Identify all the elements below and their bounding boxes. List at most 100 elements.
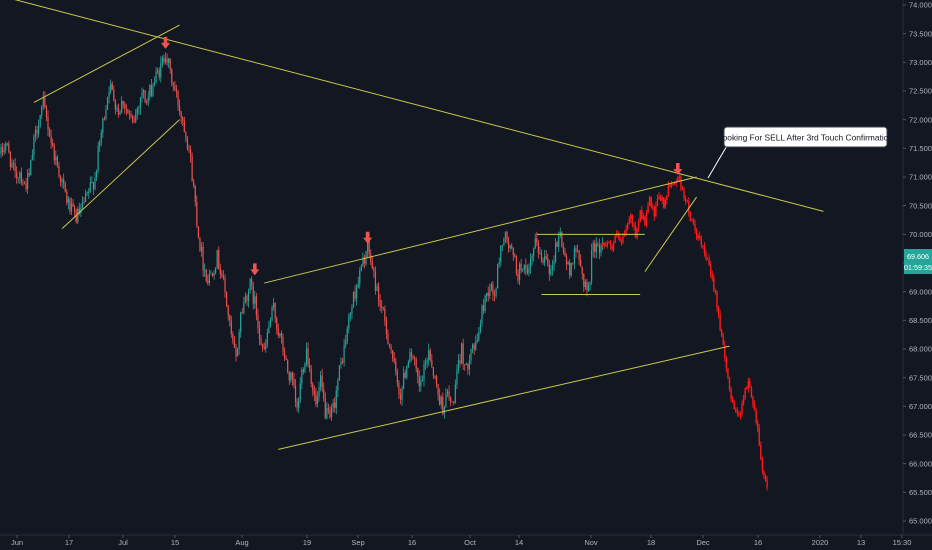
candle-body [368, 238, 370, 255]
candle-body [329, 409, 331, 418]
candle-body [177, 91, 179, 106]
candle-body [36, 129, 38, 134]
candle-body [61, 179, 63, 182]
candle-body [362, 257, 364, 267]
projection-body [691, 219, 693, 221]
candle-body [244, 296, 246, 303]
candle-body [139, 97, 142, 109]
price-tick-label: 67.000 [909, 402, 932, 411]
projection-body [749, 381, 751, 388]
candle-body [215, 267, 217, 273]
projection-body [708, 258, 710, 266]
candle-body [332, 402, 334, 408]
candle-body [144, 90, 146, 103]
candle-body [265, 343, 267, 349]
price-tick-label: 72.000 [909, 115, 932, 124]
candle-body [553, 261, 555, 267]
candle-body [39, 115, 41, 127]
candle-body [346, 328, 348, 341]
current-price-badge: 69.606 01:59:35 [904, 249, 932, 274]
candle-body [534, 238, 536, 249]
candle-body [542, 260, 544, 263]
candle-body [97, 146, 99, 172]
candle-body [260, 339, 262, 345]
candle-body [468, 360, 471, 370]
trendline-rising-support[interactable] [278, 345, 730, 450]
candle-body [384, 308, 386, 321]
trendline-early-rising-channel-top[interactable] [33, 24, 180, 103]
candle-body [149, 85, 151, 98]
candle-body [208, 274, 210, 284]
candle-body [194, 186, 196, 203]
candle-body [570, 262, 572, 276]
candle-body [388, 344, 391, 347]
candle-body [471, 344, 474, 349]
candle-body [50, 135, 52, 143]
candle-body [14, 163, 16, 172]
candle-body [478, 331, 480, 340]
projection-body [714, 290, 717, 292]
candle-body [277, 328, 279, 336]
candle-body [241, 312, 243, 314]
time-axis[interactable]: Jun 17 Jul 15 Aug 19 Sep 16 Oct 14 Nov 18 Dec 16 2020 1… [0, 534, 932, 547]
candle-body [200, 246, 203, 251]
projection-body [677, 178, 679, 182]
candle-body [150, 85, 152, 96]
projection-body [645, 213, 648, 226]
projection-body [753, 404, 756, 411]
projection-body [669, 184, 671, 187]
candle-body [580, 259, 582, 267]
candle-body [407, 362, 409, 367]
candle-body [247, 291, 250, 301]
projection-body [634, 225, 637, 238]
candle-body [232, 333, 234, 342]
candle-body [426, 360, 428, 363]
candle-body [457, 360, 460, 371]
projection-body [650, 196, 652, 207]
trendline-final-rising-wedge[interactable] [644, 196, 698, 272]
projection-body [700, 237, 702, 246]
projection-body [688, 201, 690, 213]
candle-body [335, 390, 337, 408]
candle-body [341, 361, 344, 363]
candle-body [442, 396, 444, 414]
candle-body [113, 89, 115, 101]
time-tick-label: Jul [118, 538, 128, 547]
candle-body [439, 395, 441, 405]
projection-body [636, 228, 638, 238]
time-tick-label: Jun [11, 538, 23, 547]
candle-body [465, 363, 467, 365]
candle-body [501, 244, 503, 246]
price-tick-label: 68.500 [909, 316, 932, 325]
candle-body [321, 375, 323, 390]
candle-body [357, 283, 359, 288]
projection-body [648, 196, 651, 207]
time-tick-label: 15:30 [893, 538, 912, 547]
candle-body [130, 114, 132, 117]
candle-body [227, 305, 229, 316]
price-tick-label: 70.500 [909, 201, 932, 210]
trendline-rising-resistance[interactable] [264, 176, 697, 284]
price-tick-label: 66.500 [909, 431, 932, 440]
candle-body [6, 143, 8, 145]
candle-body [226, 292, 228, 306]
projection-body [742, 398, 745, 404]
price-tick-label: 73.500 [909, 29, 932, 38]
trendline-early-rising-channel-bottom[interactable] [61, 119, 180, 229]
candle-body [592, 243, 594, 251]
projection-body [606, 242, 608, 247]
candle-body [158, 70, 160, 78]
candle-body [539, 252, 541, 254]
projection-body [686, 200, 688, 202]
candle-body [526, 268, 528, 274]
projection-body [684, 198, 687, 201]
candle-body [246, 296, 248, 301]
candle-body [238, 332, 240, 349]
candle-body [179, 105, 181, 112]
sell-arrow-icon [161, 36, 170, 49]
candle-body [91, 182, 93, 183]
annotation-callout[interactable]: Looking For SELL After 3rd Touch Confirm… [707, 126, 893, 179]
candle-body [537, 242, 539, 253]
trendline-main-descending-resistance[interactable] [0, 0, 824, 212]
